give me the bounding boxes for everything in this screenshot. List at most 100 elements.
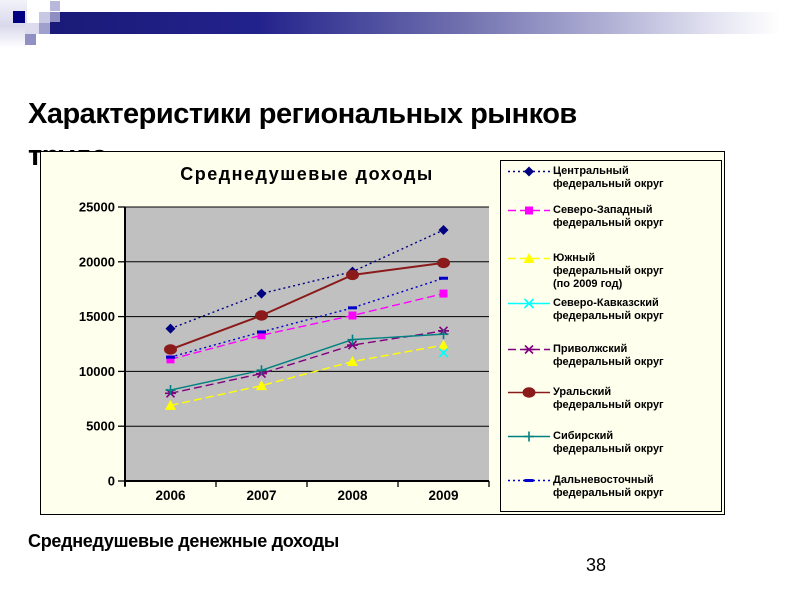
- series-line: [170, 333, 444, 391]
- series-2: [165, 339, 449, 410]
- x-axis-label: 2007: [246, 488, 276, 503]
- marker-circle: [164, 344, 177, 355]
- series-1: [166, 289, 448, 364]
- series-7: [166, 276, 448, 359]
- marker-diamond: [165, 323, 176, 334]
- y-axis-label: 10000: [79, 364, 115, 379]
- x-axis-label: 2006: [155, 488, 186, 503]
- legend-item-0: Центральный федеральный округ: [507, 165, 664, 191]
- legend-key-icon: [508, 479, 550, 482]
- marker-circle: [255, 310, 268, 321]
- series-5: [164, 257, 450, 355]
- legend-item-3: Северо-Кавказский федеральный округ: [507, 297, 664, 323]
- marker-plus: [256, 365, 267, 376]
- marker-dash: [257, 330, 266, 334]
- legend-label: Южный федеральный округ (по 2009 год): [553, 252, 664, 290]
- legend-key-icon: [508, 253, 550, 263]
- header-gradient-strip: [0, 0, 27, 47]
- deco-square: [39, 23, 50, 34]
- gridlines: [125, 206, 489, 427]
- marker-square: [348, 311, 357, 320]
- deco-square: [50, 12, 60, 22]
- x-axis-label: 2008: [337, 488, 368, 503]
- marker-square: [166, 355, 175, 364]
- marker-square: [525, 206, 533, 215]
- series-line: [170, 277, 444, 358]
- deco-square: [25, 34, 36, 45]
- deco-square: [25, 23, 39, 34]
- marker-diamond: [524, 166, 534, 177]
- y-axis-label: 5000: [86, 419, 115, 434]
- legend-label: Сибирский федеральный округ: [553, 430, 664, 455]
- marker-dash: [524, 479, 534, 482]
- series-line: [170, 344, 444, 407]
- series-line: [170, 330, 444, 395]
- marker-x: [523, 298, 535, 309]
- axes: 0 5000 10000 15000 20000 25000 2006 2007 2008 200…: [79, 200, 490, 503]
- deco-square: [13, 11, 25, 23]
- plot-background: [125, 207, 489, 481]
- legend-item-1: Северо-Западный федеральный округ: [507, 204, 664, 230]
- deco-square: [39, 12, 50, 23]
- chart-title: Среднедушевые доходы: [180, 164, 434, 184]
- series-line: [170, 261, 444, 351]
- legend-item-2: Южный федеральный округ (по 2009 год): [507, 252, 664, 291]
- deco-square: [50, 1, 60, 11]
- page-number: 38: [585, 555, 607, 575]
- marker-diamond: [256, 288, 267, 299]
- series-line: [170, 229, 444, 330]
- series-line: [170, 292, 444, 361]
- marker-plus: [438, 329, 449, 340]
- marker-triangle: [438, 339, 449, 350]
- marker-plus: [347, 334, 358, 345]
- marker-circle: [437, 257, 450, 269]
- chart-plot-area: 0 5000 10000 15000 20000 25000 2006 2007 2008 200…: [79, 200, 490, 503]
- legend-item-4: Приволжский федеральный округ: [507, 343, 664, 369]
- marker-triangle: [347, 356, 358, 367]
- marker-circle: [346, 269, 359, 281]
- series-6: [165, 329, 449, 396]
- marker-dash: [348, 306, 357, 310]
- legend-item-6: Сибирский федеральный округ: [507, 430, 664, 456]
- marker-dash: [166, 355, 175, 359]
- legend-key-icon: [508, 166, 550, 177]
- marker-square: [439, 289, 448, 298]
- legend-item-7: Дальневосточный федеральный округ: [507, 474, 664, 500]
- marker-plus: [165, 385, 176, 396]
- y-axis-label: 25000: [79, 200, 115, 215]
- marker-dash: [439, 276, 448, 280]
- legend-label: Центральный федеральный округ: [553, 165, 664, 190]
- legend-label: Приволжский федеральный округ: [553, 343, 664, 368]
- header-gradient-bar: [48, 12, 795, 34]
- legend-label: Северо-Кавказский федеральный округ: [553, 297, 664, 322]
- marker-triangle: [256, 380, 267, 391]
- income-chart: Среднедушевые доходы 0 5000 10000 15000 2000…: [40, 151, 725, 515]
- y-axis-label: 15000: [79, 309, 115, 324]
- legend-key-icon: [508, 298, 550, 309]
- legend-item-5: Уральский федеральный округ: [507, 386, 664, 412]
- series-3: [438, 347, 449, 358]
- marker-triangle: [523, 253, 535, 263]
- y-axis-label: 0: [108, 474, 115, 489]
- marker-x: [438, 347, 449, 358]
- marker-diamond: [438, 225, 449, 236]
- marker-square: [257, 331, 266, 340]
- legend-label: Дальневосточный федеральный округ: [553, 474, 664, 499]
- marker-asterisk: [347, 340, 358, 350]
- marker-triangle: [165, 399, 176, 410]
- y-axis-label: 20000: [79, 254, 115, 269]
- x-axis-label: 2009: [428, 488, 458, 503]
- marker-circle: [522, 387, 536, 398]
- legend-label: Уральский федеральный округ: [553, 386, 664, 411]
- legend-key-icon: [508, 387, 550, 398]
- chart-legend: Центральный федеральный округ Северо-Запа…: [500, 160, 722, 512]
- marker-plus: [524, 431, 534, 442]
- marker-asterisk: [523, 344, 535, 355]
- legend-label: Северо-Западный федеральный округ: [553, 204, 664, 229]
- slide-caption: Среднедушевые денежные доходы: [28, 531, 339, 551]
- legend-key-icon: [508, 206, 550, 215]
- legend-key-icon: [508, 344, 550, 355]
- legend-key-icon: [508, 431, 550, 442]
- slide-title: Характеристики региональных рынков труда: [28, 98, 577, 172]
